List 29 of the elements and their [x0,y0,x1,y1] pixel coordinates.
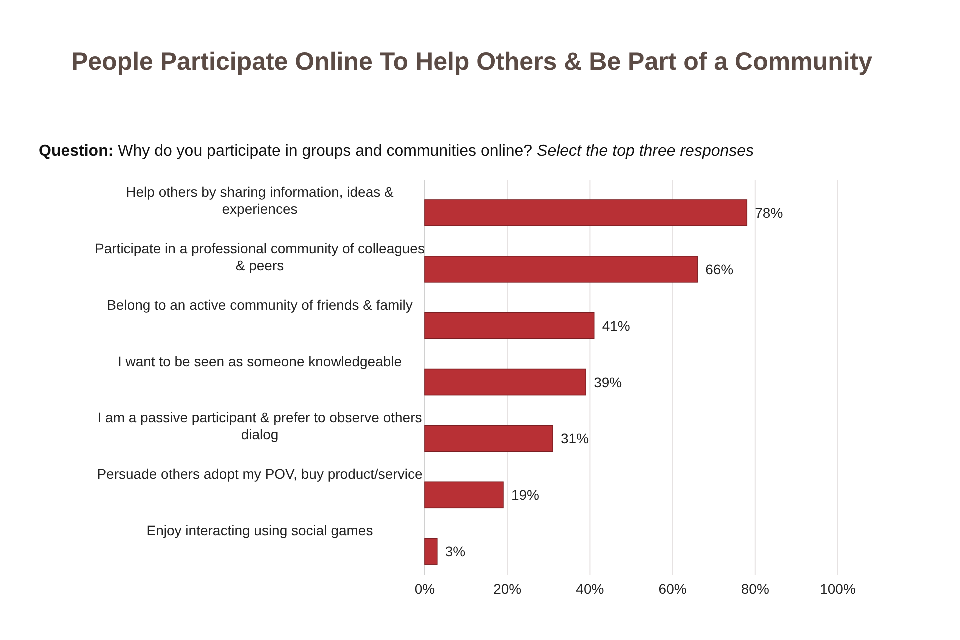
bar [424,425,554,452]
chart-subtitle: Question: Why do you participate in groups and communities online? Select the top three responses [39,143,754,160]
y-tick-label: I want to be seen as someone knowledgeable [118,353,402,370]
data-label: 31% [561,430,590,447]
y-tick-label: Belong to an active community of friends & family [107,296,413,313]
x-tick-label: 60% [658,581,687,597]
data-label: 39% [594,374,622,390]
y-tick-label: Participate in a professional community of colleagues & peers [95,240,425,274]
y-tick-label: Help others by sharing information, ideas & experiences [126,184,395,217]
bar [424,312,595,340]
data-label: 19% [511,487,540,504]
y-tick-label: Persuade others adopt my POV, buy product/service [97,466,423,482]
data-label: 41% [602,318,630,334]
data-label: 3% [445,544,466,560]
data-label: 66% [706,261,734,278]
data-label: 78% [755,205,784,221]
x-tick-label: 100% [820,581,856,597]
bar [424,200,748,226]
x-tick-label: 0% [414,581,436,597]
y-tick-label: Enjoy interacting using social games [146,522,374,539]
bar [424,256,698,283]
bar [424,368,586,396]
x-tick-label: 40% [576,581,604,597]
bar [424,538,438,565]
chart-title: People Participate Online To Help Others & Be Part of a Community [71,48,873,76]
bar [424,482,504,509]
y-tick-label: I am a passive participant & prefer to observe others dialog [98,410,422,443]
x-tick-label: 80% [741,581,770,597]
x-tick-label: 20% [494,581,522,597]
